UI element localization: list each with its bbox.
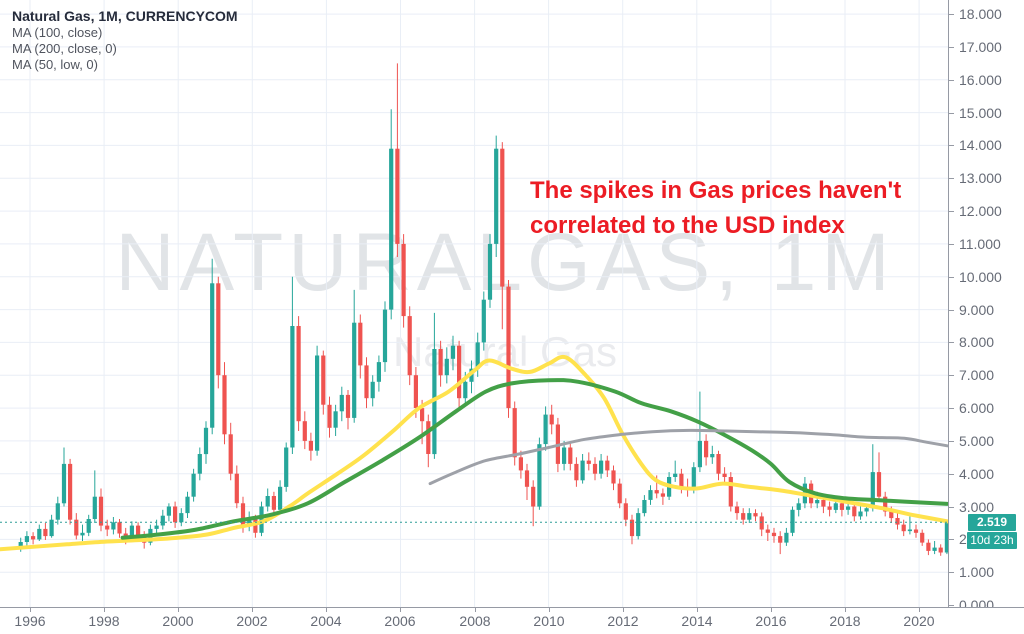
price-axis-tick	[949, 441, 954, 442]
time-axis-label: 2008	[459, 613, 491, 629]
price-axis-tick	[949, 178, 954, 179]
time-axis-tick	[919, 608, 920, 612]
ma-200-line	[120, 378, 950, 540]
price-axis-tick	[949, 605, 954, 606]
price-axis-tick	[949, 113, 954, 114]
time-axis-label: 2016	[755, 613, 787, 629]
time-axis-tick	[845, 608, 846, 612]
price-axis-label: 5.000	[959, 433, 995, 449]
time-axis-label: 2018	[829, 613, 861, 629]
indicator-label-ma50[interactable]: MA (50, low, 0)	[12, 57, 98, 72]
price-axis-label: 11.000	[959, 236, 1001, 252]
price-axis-label: 3.000	[959, 499, 995, 515]
time-axis-tick	[30, 608, 31, 612]
time-axis-tick	[252, 608, 253, 612]
price-axis-tick	[949, 474, 954, 475]
price-axis-tick	[949, 244, 954, 245]
price-axis-tick	[949, 408, 954, 409]
price-axis-tick	[949, 310, 954, 311]
ma-100-line	[0, 354, 950, 552]
countdown-badge: 10d 23h	[967, 532, 1017, 549]
ma-50-line	[428, 428, 949, 486]
price-axis-tick	[949, 375, 954, 376]
price-axis-tick	[949, 211, 954, 212]
symbol-title[interactable]: Natural Gas, 1M, CURRENCYCOM	[12, 8, 238, 24]
price-axis-label: 16.000	[959, 72, 1002, 88]
time-axis-tick	[475, 608, 476, 612]
time-axis-label: 1996	[14, 613, 46, 629]
price-axis-label: 14.000	[959, 137, 1002, 153]
price-axis-label: 18.000	[959, 6, 1002, 22]
last-price-badge: 2.519	[968, 514, 1016, 531]
price-axis-label: 8.000	[959, 334, 995, 350]
price-axis-label: 17.000	[959, 39, 1002, 55]
annotation-text[interactable]: The spikes in Gas prices haven't correla…	[530, 173, 901, 243]
price-axis-tick	[949, 539, 954, 540]
time-axis-tick	[697, 608, 698, 612]
time-axis-tick	[104, 608, 105, 612]
indicator-label-ma200[interactable]: MA (200, close, 0)	[12, 41, 117, 56]
time-axis-label: 2006	[384, 613, 416, 629]
time-axis-tick	[178, 608, 179, 612]
price-axis-tick	[949, 47, 954, 48]
price-axis-label: 6.000	[959, 400, 995, 416]
time-axis-tick	[623, 608, 624, 612]
price-axis-tick	[949, 342, 954, 343]
price-axis-tick	[949, 80, 954, 81]
price-axis-tick	[949, 145, 954, 146]
time-axis-tick	[326, 608, 327, 612]
time-axis-label: 2020	[903, 613, 935, 629]
time-axis-tick	[549, 608, 550, 612]
annotation-line-1: The spikes in Gas prices haven't	[530, 177, 902, 204]
price-axis-label: 1.000	[959, 564, 995, 580]
price-axis-label: 12.000	[959, 203, 1002, 219]
time-scale[interactable]: 1996 1998 2000 2002 2004 2006 2008 2010 2012 2014…	[0, 607, 1024, 634]
price-axis-label: 13.000	[959, 170, 1002, 186]
legend: Natural Gas, 1M, CURRENCYCOM MA (100, cl…	[12, 8, 238, 73]
price-axis-tick	[949, 507, 954, 508]
price-axis-label: 15.000	[959, 105, 1002, 121]
time-axis-label: 2002	[236, 613, 268, 629]
price-axis-label: 9.000	[959, 302, 995, 318]
time-axis-tick	[771, 608, 772, 612]
price-axis-tick	[949, 277, 954, 278]
indicator-label-ma100[interactable]: MA (100, close)	[12, 25, 103, 40]
time-axis-label: 2010	[533, 613, 565, 629]
time-axis-label: 1998	[88, 613, 120, 629]
time-axis-label: 2000	[162, 613, 194, 629]
price-axis-tick	[949, 14, 954, 15]
time-axis-label: 2004	[310, 613, 342, 629]
annotation-line-2: correlated to the USD index	[530, 212, 845, 239]
price-axis-tick	[949, 572, 954, 573]
time-axis-tick	[400, 608, 401, 612]
time-axis-label: 2012	[607, 613, 639, 629]
grid	[0, 0, 948, 607]
price-axis-label: 4.000	[959, 466, 995, 482]
time-axis-label: 2014	[681, 613, 713, 629]
price-axis-label: 10.000	[959, 269, 1002, 285]
price-axis-label: 7.000	[959, 367, 995, 383]
